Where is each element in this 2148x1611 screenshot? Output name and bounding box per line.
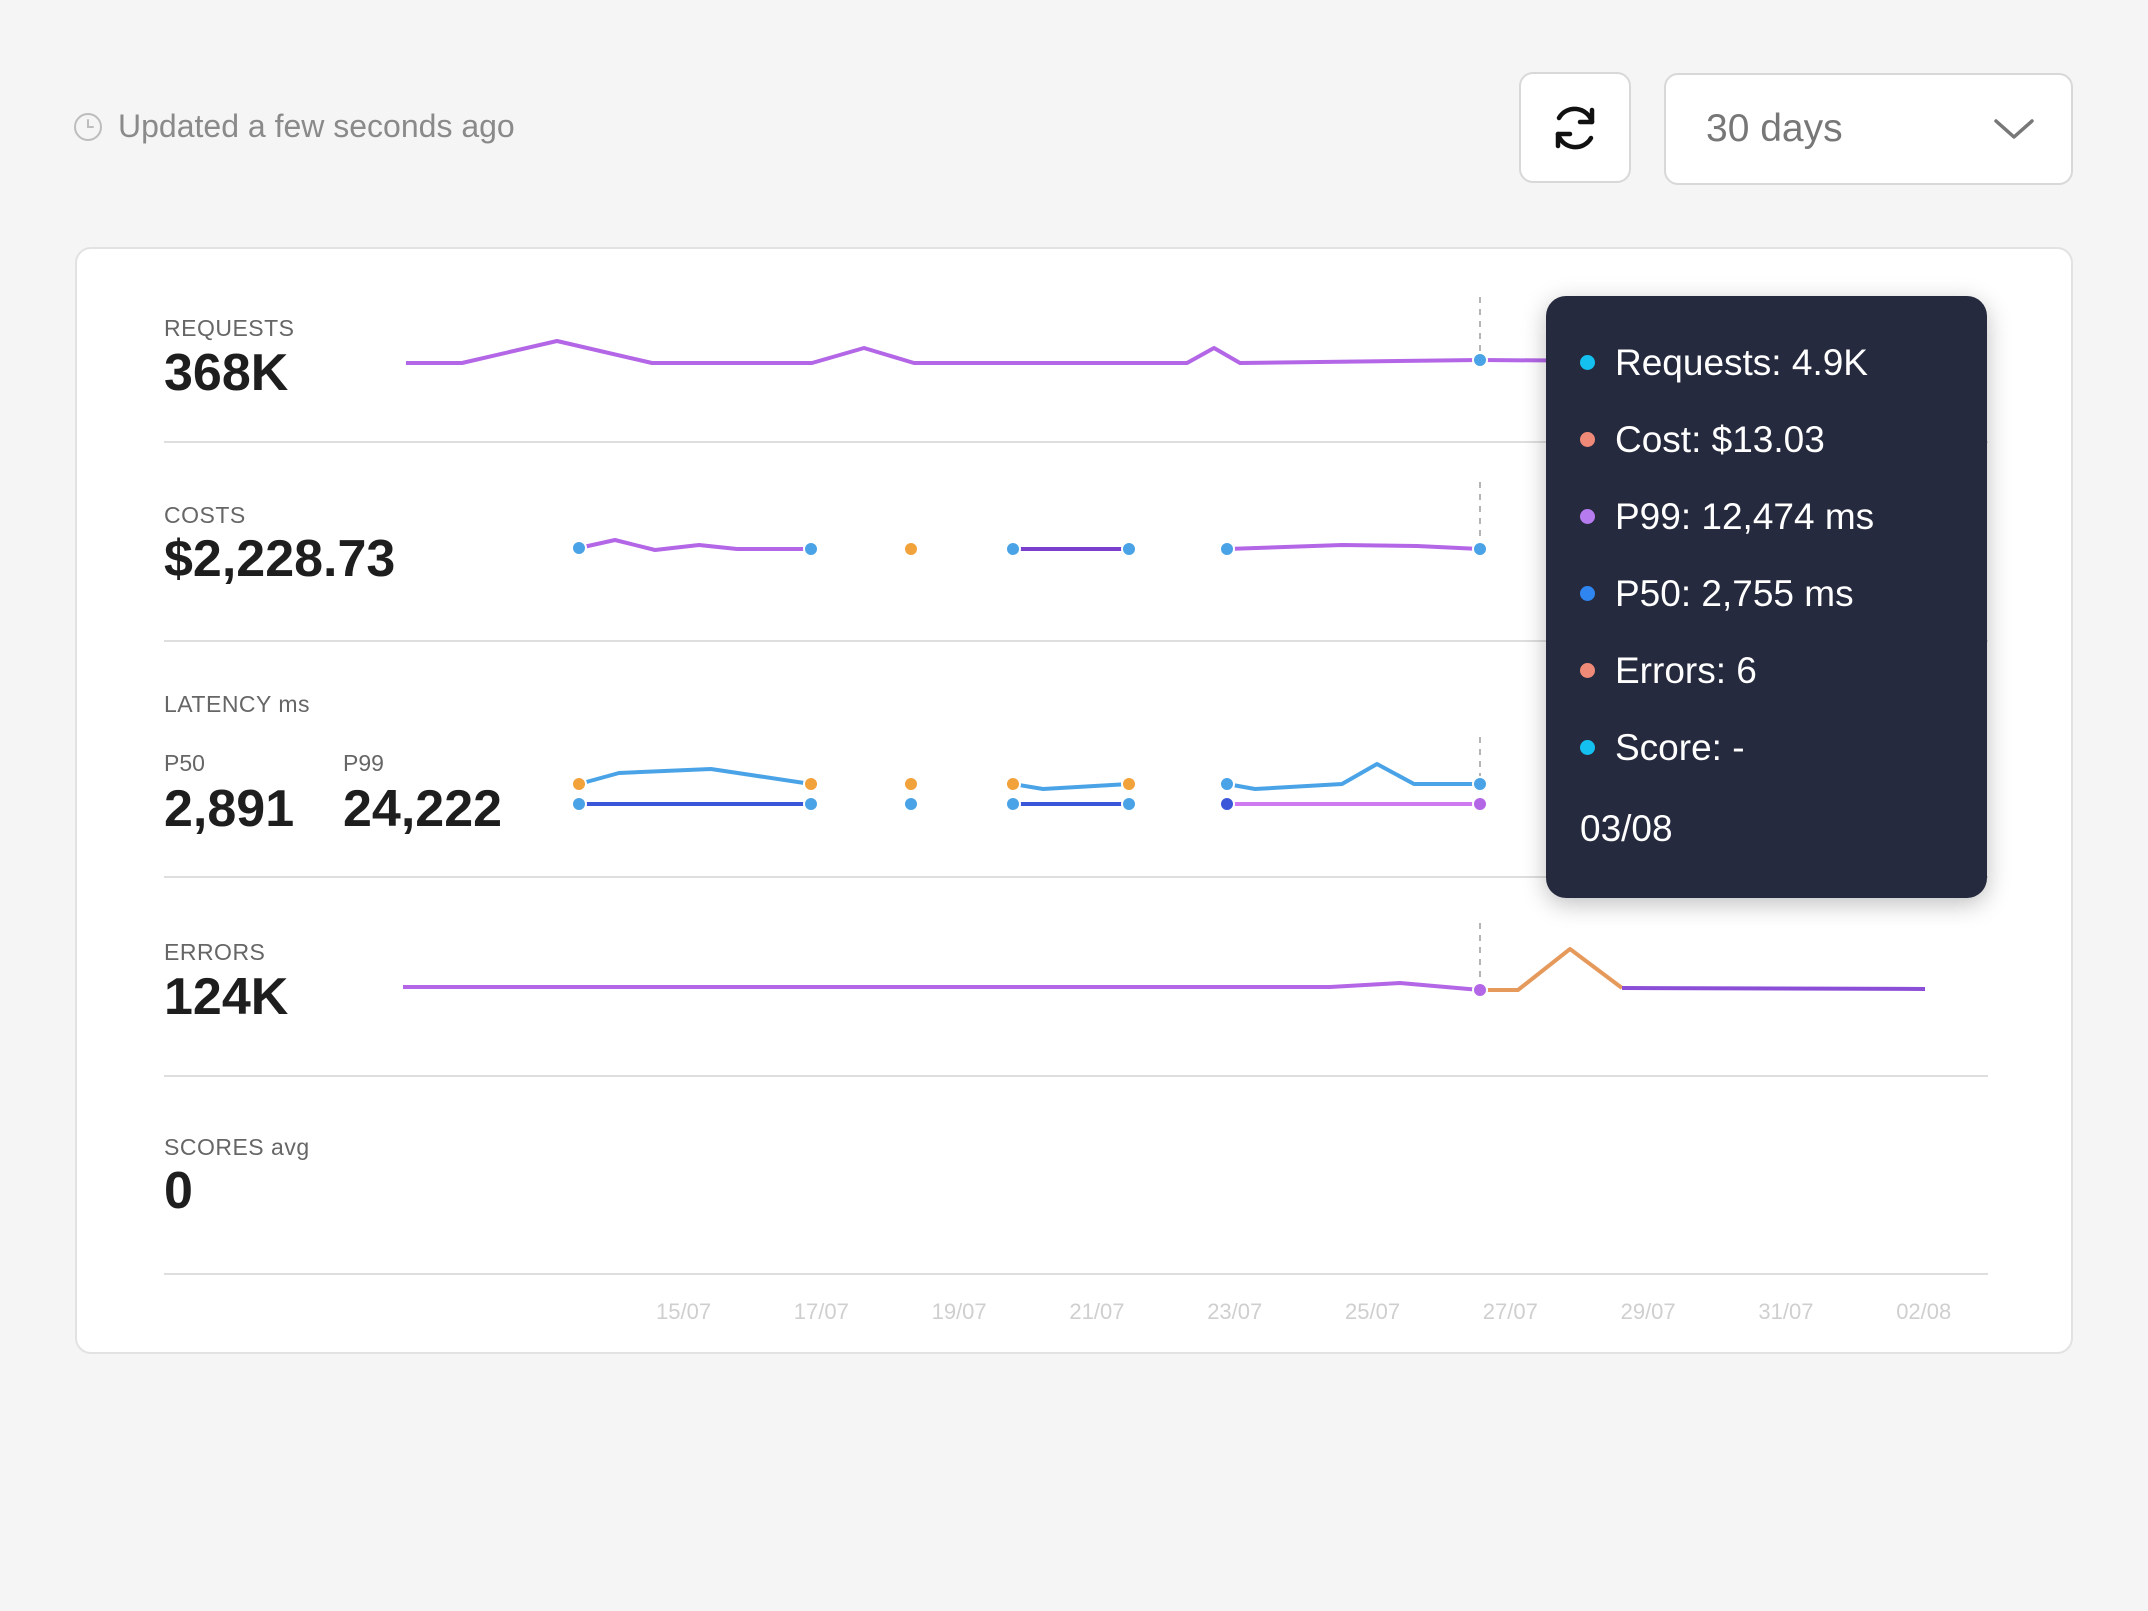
costs-value: $2,228.73 xyxy=(164,530,396,588)
tooltip-text: Errors: 6 xyxy=(1615,649,1757,691)
x-tick-label: 31/07 xyxy=(1758,1299,1813,1324)
refresh-icon xyxy=(1555,106,1595,149)
tooltip-dot xyxy=(1580,509,1595,524)
tooltip-dot xyxy=(1580,355,1595,370)
tooltip-item: Requests: 4.9K xyxy=(1580,324,1987,401)
tooltip-dot xyxy=(1580,432,1595,447)
x-tick-label: 17/07 xyxy=(794,1299,849,1324)
clock-icon xyxy=(74,112,102,141)
latency-point[interactable] xyxy=(803,776,819,792)
errors-line xyxy=(403,981,1481,992)
latency-p99-line xyxy=(1226,762,1480,791)
costs-point[interactable] xyxy=(1005,541,1021,557)
tooltip-dot xyxy=(1580,586,1595,601)
divider xyxy=(164,1075,1988,1077)
x-tick-label: 23/07 xyxy=(1207,1299,1262,1324)
errors-value: 124K xyxy=(164,968,289,1026)
latency-point[interactable] xyxy=(803,796,819,812)
x-tick-label: 21/07 xyxy=(1069,1299,1124,1324)
p50-value: 2,891 xyxy=(164,780,295,838)
latency-point[interactable] xyxy=(1005,796,1021,812)
tooltip-item: Score: - xyxy=(1580,709,1987,786)
tooltip-dot xyxy=(1580,740,1595,755)
costs-point[interactable] xyxy=(571,540,587,556)
requests-value: 368K xyxy=(164,344,289,402)
latency-point[interactable] xyxy=(903,796,919,812)
scores-value: 0 xyxy=(164,1162,193,1220)
latency-hover-point[interactable] xyxy=(1472,776,1488,792)
costs-point[interactable] xyxy=(803,541,819,557)
divider xyxy=(164,876,1988,878)
tooltip-text: Cost: $13.03 xyxy=(1615,418,1825,460)
chevron-down-icon xyxy=(1994,119,2034,139)
latency-label: LATENCY ms xyxy=(164,691,311,717)
x-tick-label: 27/07 xyxy=(1483,1299,1538,1324)
tooltip-dot xyxy=(1580,663,1595,678)
divider xyxy=(164,1273,1988,1275)
costs-point[interactable] xyxy=(903,541,919,557)
latency-point[interactable] xyxy=(1121,796,1137,812)
errors-line xyxy=(1621,986,1926,991)
x-tick-label: 25/07 xyxy=(1345,1299,1400,1324)
errors-hover-point[interactable] xyxy=(1472,982,1488,998)
refresh-button[interactable] xyxy=(1519,72,1631,183)
tooltip-text: P50: 2,755 ms xyxy=(1615,572,1854,614)
costs-point[interactable] xyxy=(1219,541,1235,557)
costs-line xyxy=(578,538,811,552)
requests-label: REQUESTS xyxy=(164,315,295,341)
tooltip-item: P99: 12,474 ms xyxy=(1580,478,1987,555)
x-axis: 15/07 17/07 19/07 21/07 23/07 25/07 27/07 29/07… xyxy=(656,1299,1951,1324)
chart-tooltip: Requests: 4.9K Cost: $13.03 P99: 12,474 … xyxy=(1546,296,1987,898)
errors-line xyxy=(1480,947,1624,992)
latency-point[interactable] xyxy=(571,796,587,812)
costs-point[interactable] xyxy=(1121,541,1137,557)
requests-line xyxy=(406,339,1623,365)
requests-hover-point[interactable] xyxy=(1472,352,1488,368)
costs-label: COSTS xyxy=(164,502,246,528)
latency-p99-line xyxy=(1012,782,1130,791)
time-range-value: 30 days xyxy=(1706,107,1843,150)
latency-p99-line xyxy=(578,767,812,786)
latency-point[interactable] xyxy=(903,776,919,792)
x-tick-label: 19/07 xyxy=(932,1299,987,1324)
scores-label: SCORES avg xyxy=(164,1134,310,1160)
x-tick-label: 29/07 xyxy=(1621,1299,1676,1324)
p50-label: P50 xyxy=(164,750,205,776)
tooltip-item: P50: 2,755 ms xyxy=(1580,555,1987,632)
latency-point[interactable] xyxy=(571,776,587,792)
costs-line xyxy=(1226,543,1481,551)
latency-point[interactable] xyxy=(1121,776,1137,792)
divider xyxy=(164,441,1988,443)
updated-text: Updated a few seconds ago xyxy=(118,108,515,144)
charts-svg: 15/07 17/07 19/07 21/07 23/07 25/07 27/07 29/07… xyxy=(403,297,1951,1324)
x-tick-label: 15/07 xyxy=(656,1299,711,1324)
latency-point[interactable] xyxy=(1005,776,1021,792)
latency-point[interactable] xyxy=(1219,776,1235,792)
divider xyxy=(164,640,1988,642)
tooltip-item: Errors: 6 xyxy=(1580,632,1987,709)
updated-status: Updated a few seconds ago xyxy=(72,108,515,145)
tooltip-text: Requests: 4.9K xyxy=(1615,341,1868,383)
latency-point[interactable] xyxy=(1219,796,1235,812)
tooltip-item: Cost: $13.03 xyxy=(1580,401,1987,478)
time-range-select[interactable]: 30 days xyxy=(1664,73,2073,185)
tooltip-text: Score: - xyxy=(1615,726,1745,768)
p99-value: 24,222 xyxy=(343,780,503,838)
tooltip-date: 03/08 xyxy=(1580,808,1673,849)
latency-hover-point[interactable] xyxy=(1472,796,1488,812)
p99-label: P99 xyxy=(343,750,384,776)
x-tick-label: 02/08 xyxy=(1896,1299,1951,1324)
tooltip-text: P99: 12,474 ms xyxy=(1615,495,1875,537)
costs-hover-point[interactable] xyxy=(1472,541,1488,557)
errors-label: ERRORS xyxy=(164,939,266,965)
